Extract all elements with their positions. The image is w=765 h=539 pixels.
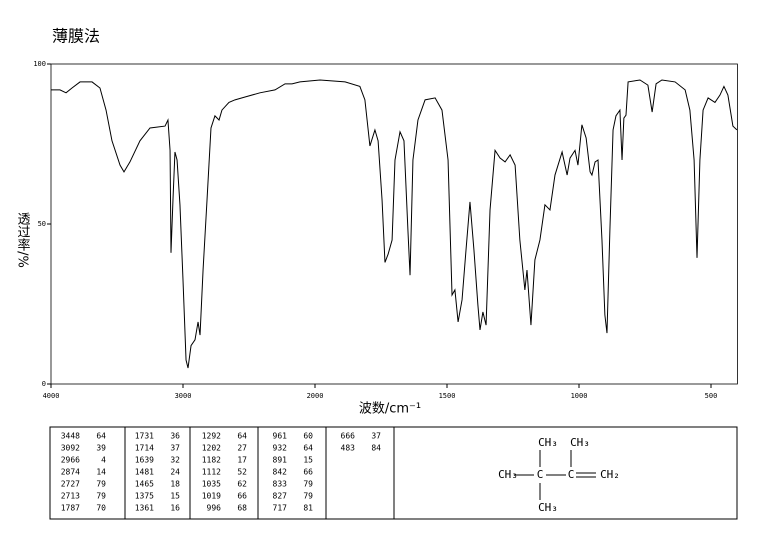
table-dividers bbox=[124, 427, 395, 519]
peak-transmittance: 39 bbox=[96, 444, 106, 453]
peak-wavenumber: 717 bbox=[273, 504, 288, 513]
peak-wavenumber: 1639 bbox=[135, 456, 154, 465]
peak-wavenumber: 1112 bbox=[202, 468, 221, 477]
peak-transmittance: 14 bbox=[96, 468, 106, 477]
peak-transmittance: 27 bbox=[237, 444, 247, 453]
x-tick-label: 2000 bbox=[307, 392, 324, 400]
plot-frame bbox=[50, 63, 738, 385]
y-axis-label: 透过率/% bbox=[15, 212, 31, 268]
structure-label: C bbox=[537, 468, 544, 481]
peak-transmittance: 70 bbox=[96, 504, 106, 513]
peak-transmittance: 66 bbox=[237, 492, 247, 501]
y-tick-label: 100 bbox=[33, 60, 46, 68]
structure-label: CH₃ bbox=[538, 436, 558, 449]
peak-transmittance: 79 bbox=[303, 492, 313, 501]
peak-transmittance: 64 bbox=[96, 432, 106, 441]
peak-wavenumber: 1361 bbox=[135, 504, 154, 513]
peak-transmittance: 37 bbox=[170, 444, 180, 453]
peak-wavenumber: 891 bbox=[273, 456, 288, 465]
peak-transmittance: 79 bbox=[303, 480, 313, 489]
x-axis-label: 波数/cm⁻¹ bbox=[359, 402, 421, 417]
peak-wavenumber: 1202 bbox=[202, 444, 221, 453]
peak-transmittance: 66 bbox=[303, 468, 313, 477]
peak-wavenumber: 2966 bbox=[61, 456, 80, 465]
peak-transmittance: 64 bbox=[237, 432, 247, 441]
structure-label: CH₃ bbox=[538, 501, 558, 514]
peak-wavenumber: 1019 bbox=[202, 492, 221, 501]
peak-transmittance: 24 bbox=[170, 468, 180, 477]
structure-label: CH₂ bbox=[600, 468, 620, 481]
peak-transmittance: 81 bbox=[303, 504, 313, 513]
y-tick-label: 0 bbox=[42, 380, 46, 388]
peak-transmittance: 68 bbox=[237, 504, 247, 513]
peak-transmittance: 16 bbox=[170, 504, 180, 513]
structure-label: CH₃ bbox=[570, 436, 590, 449]
peak-wavenumber: 2727 bbox=[61, 480, 80, 489]
peak-transmittance: 52 bbox=[237, 468, 247, 477]
x-tick-label: 500 bbox=[705, 392, 718, 400]
peak-wavenumber: 842 bbox=[273, 468, 288, 477]
x-tick-label: 1500 bbox=[439, 392, 456, 400]
peak-transmittance: 15 bbox=[303, 456, 313, 465]
peak-transmittance: 18 bbox=[170, 480, 180, 489]
peak-transmittance: 4 bbox=[101, 456, 106, 465]
peak-wavenumber: 1375 bbox=[135, 492, 154, 501]
structure-label: CH₃ bbox=[498, 468, 518, 481]
x-tick-label: 4000 bbox=[43, 392, 60, 400]
x-tick-label: 1000 bbox=[571, 392, 588, 400]
peak-wavenumber: 1731 bbox=[135, 432, 154, 441]
peak-transmittance: 84 bbox=[371, 444, 381, 453]
peak-transmittance: 79 bbox=[96, 480, 106, 489]
peak-transmittance: 60 bbox=[303, 432, 313, 441]
chart-title: 薄膜法 bbox=[52, 27, 100, 46]
peak-transmittance: 32 bbox=[170, 456, 180, 465]
peak-transmittance: 64 bbox=[303, 444, 313, 453]
structure-label: C bbox=[568, 468, 575, 481]
peak-wavenumber: 483 bbox=[341, 444, 356, 453]
spectrum-line bbox=[51, 79, 738, 369]
peak-wavenumber: 1035 bbox=[202, 480, 221, 489]
peak-wavenumber: 1481 bbox=[135, 468, 154, 477]
peak-wavenumber: 1292 bbox=[202, 432, 221, 441]
peak-wavenumber: 1182 bbox=[202, 456, 221, 465]
peak-transmittance: 15 bbox=[170, 492, 180, 501]
peak-transmittance: 62 bbox=[237, 480, 247, 489]
peak-wavenumber: 1714 bbox=[135, 444, 154, 453]
peak-wavenumber: 932 bbox=[273, 444, 288, 453]
peak-transmittance: 36 bbox=[170, 432, 180, 441]
peak-wavenumber: 666 bbox=[341, 432, 356, 441]
peak-wavenumber: 833 bbox=[273, 480, 288, 489]
peak-wavenumber: 3448 bbox=[61, 432, 80, 441]
y-tick-label: 50 bbox=[38, 220, 46, 228]
peak-transmittance: 79 bbox=[96, 492, 106, 501]
peak-wavenumber: 3092 bbox=[61, 444, 80, 453]
peak-wavenumber: 961 bbox=[273, 432, 288, 441]
peak-wavenumber: 1787 bbox=[61, 504, 80, 513]
peak-wavenumber: 1465 bbox=[135, 480, 154, 489]
x-tick-label: 3000 bbox=[175, 392, 192, 400]
structure-bonds bbox=[514, 450, 596, 500]
peak-wavenumber: 996 bbox=[207, 504, 222, 513]
peak-transmittance: 17 bbox=[237, 456, 247, 465]
peak-wavenumber: 2713 bbox=[61, 492, 80, 501]
peak-transmittance: 37 bbox=[371, 432, 381, 441]
peak-wavenumber: 827 bbox=[273, 492, 288, 501]
peak-wavenumber: 2874 bbox=[61, 468, 80, 477]
